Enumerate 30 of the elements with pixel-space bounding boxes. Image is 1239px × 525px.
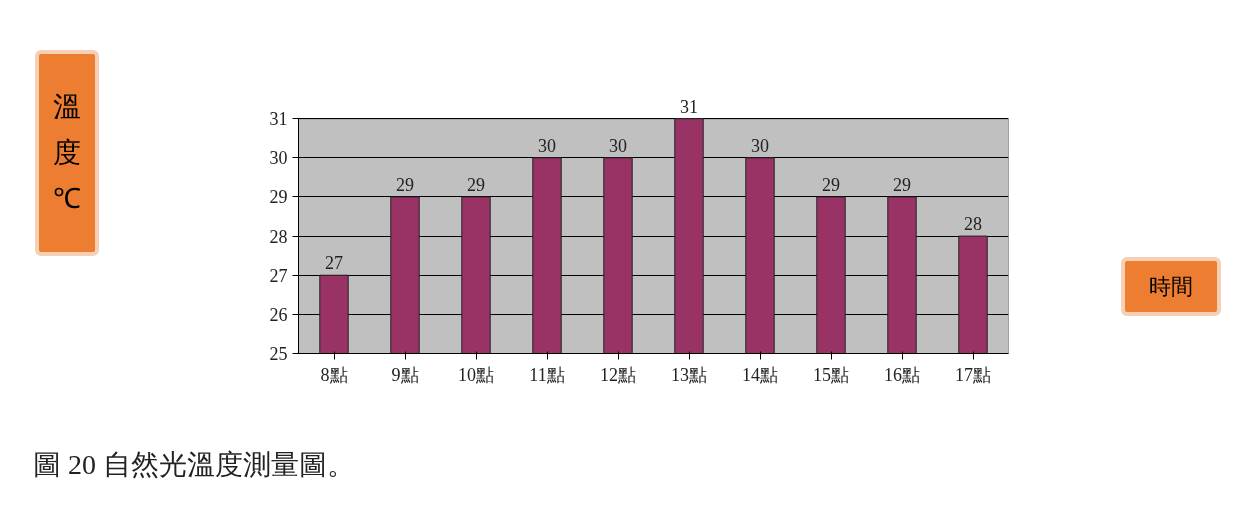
y-tick-label: 31 bbox=[269, 109, 288, 130]
data-label: 27 bbox=[325, 253, 343, 274]
data-label: 30 bbox=[751, 135, 769, 156]
x-tick-label: 13點 bbox=[671, 364, 707, 385]
caption: 圖 20 自然光溫度測量圖。 bbox=[33, 448, 355, 482]
x-tick-label: 15點 bbox=[813, 364, 849, 385]
y-tick-label: 28 bbox=[269, 226, 288, 247]
text: 時間 bbox=[1121, 257, 1221, 317]
x-tick-label: 11點 bbox=[529, 364, 565, 385]
y-tick-label: 25 bbox=[269, 344, 288, 364]
data-label: 29 bbox=[893, 174, 911, 195]
data-label: 29 bbox=[467, 174, 485, 195]
y-tick-label: 30 bbox=[269, 148, 288, 169]
x-tick-label: 14點 bbox=[742, 364, 778, 385]
data-label: 30 bbox=[538, 135, 556, 156]
data-label: 31 bbox=[680, 96, 698, 117]
x-tick-label: 9點 bbox=[391, 364, 419, 385]
x-tick-label: 10點 bbox=[458, 364, 494, 385]
x-tick-label: 16點 bbox=[884, 364, 920, 385]
x-tick-label: 17點 bbox=[955, 364, 991, 385]
data-label: 30 bbox=[609, 135, 627, 156]
data-label: 28 bbox=[964, 214, 982, 235]
data-label: 29 bbox=[822, 174, 840, 195]
y-tick-label: 26 bbox=[269, 304, 288, 325]
y-tick-label: 27 bbox=[269, 265, 288, 286]
data-label: 29 bbox=[396, 174, 414, 195]
x-tick-label: 8點 bbox=[320, 364, 348, 385]
x-tick-label: 12點 bbox=[600, 364, 636, 385]
text: 溫度℃ bbox=[35, 50, 99, 256]
y-tick-label: 29 bbox=[269, 187, 288, 208]
